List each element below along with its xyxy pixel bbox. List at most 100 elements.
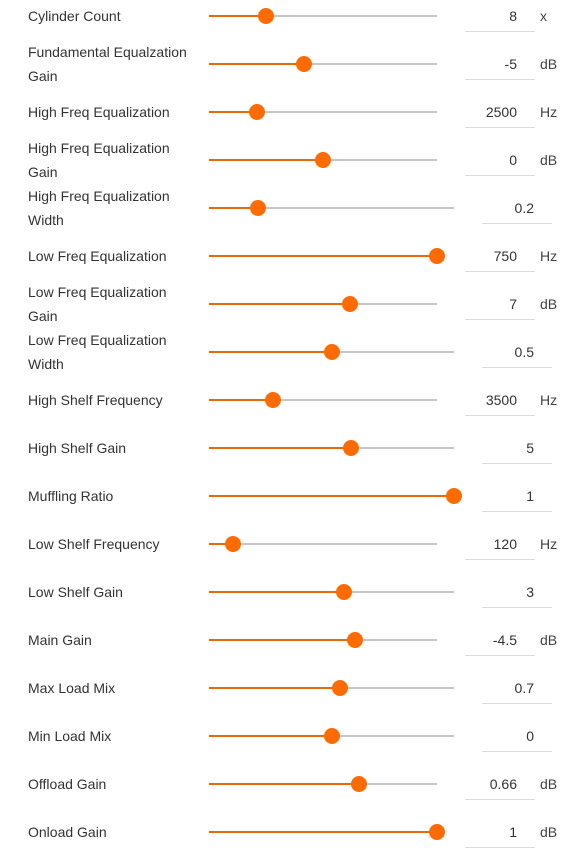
slider-track[interactable] [209, 56, 437, 72]
slider-fill [209, 447, 352, 449]
control-row-max-load-mix: Max Load Mix [0, 664, 581, 712]
value-field[interactable] [465, 288, 535, 320]
value-field[interactable] [465, 768, 535, 800]
value-field[interactable] [482, 720, 552, 752]
control-label: Low Shelf Frequency [28, 536, 160, 552]
slider-thumb[interactable] [446, 488, 462, 504]
control-row-high-shelf-frequency: High Shelf Frequency Hz [0, 376, 581, 424]
value-field[interactable] [482, 432, 552, 464]
control-row-low-freq-equalization-gain: Low Freq Equalization Gain dB [0, 280, 581, 328]
slider-track[interactable] [209, 248, 445, 264]
slider-thumb[interactable] [315, 152, 331, 168]
control-row-high-freq-equalization: High Freq Equalization Hz [0, 88, 581, 136]
value-field[interactable] [465, 384, 535, 416]
value-field[interactable] [465, 528, 535, 560]
value-field[interactable] [465, 816, 535, 848]
slider-fill [209, 831, 437, 833]
slider-thumb[interactable] [346, 632, 363, 648]
slider-thumb[interactable] [250, 200, 266, 216]
control-label: Main Gain [28, 632, 92, 648]
slider-track[interactable] [209, 536, 437, 552]
unit-label: Hz [540, 104, 558, 120]
slider-track[interactable] [209, 440, 454, 456]
slider-fill [209, 351, 332, 353]
value-field[interactable] [482, 336, 552, 368]
unit-label: dB [540, 296, 558, 312]
unit-label: Hz [540, 536, 558, 552]
control-label: High Freq Equalization [28, 104, 170, 120]
slider-fill [209, 207, 258, 209]
unit-label: Hz [540, 392, 558, 408]
slider-track[interactable] [209, 680, 454, 696]
slider-fill [209, 303, 351, 305]
control-label: Onload Gain [28, 824, 107, 840]
control-row-low-shelf-frequency: Low Shelf Frequency Hz [0, 520, 581, 568]
slider-track[interactable] [209, 344, 454, 360]
value-field[interactable] [482, 576, 552, 608]
slider-track[interactable] [209, 584, 454, 600]
slider-thumb[interactable] [323, 728, 340, 744]
slider-track[interactable] [209, 728, 454, 744]
slider-fill [209, 735, 332, 737]
control-label: High Shelf Gain [28, 440, 127, 456]
control-row-main-gain: Main Gain dB [0, 616, 581, 664]
control-label: Cylinder Count [28, 8, 121, 24]
slider-thumb[interactable] [295, 56, 312, 72]
control-label: Max Load Mix [28, 680, 116, 696]
value-field[interactable] [465, 96, 535, 128]
control-label: Muffling Ratio [28, 488, 114, 504]
control-label: High Freq Equalization Width [28, 188, 170, 228]
slider-thumb[interactable] [323, 344, 340, 360]
value-field[interactable] [465, 48, 535, 80]
slider-track[interactable] [209, 632, 437, 648]
unit-label: x [540, 8, 547, 24]
slider-thumb[interactable] [264, 392, 281, 408]
value-field[interactable] [465, 144, 535, 176]
slider-fill [209, 543, 233, 545]
slider-fill [209, 639, 355, 641]
unit-label: Hz [540, 248, 558, 264]
slider-track[interactable] [209, 392, 437, 408]
control-label: High Freq Equalization Gain [28, 140, 170, 180]
value-field[interactable] [465, 240, 535, 272]
control-row-high-freq-equalization-gain: High Freq Equalization Gain dB [0, 136, 581, 184]
slider-thumb[interactable] [342, 296, 359, 312]
slider-track[interactable] [209, 8, 437, 24]
control-label: Fundamental Equalzation Gain [28, 44, 187, 84]
control-label: Min Load Mix [28, 728, 112, 744]
slider-thumb[interactable] [429, 824, 445, 840]
slider-fill [209, 159, 323, 161]
slider-track[interactable] [209, 104, 437, 120]
slider-thumb[interactable] [332, 680, 349, 696]
control-row-onload-gain: Onload Gain dB [0, 808, 581, 856]
slider-track[interactable] [209, 152, 437, 168]
slider-thumb[interactable] [248, 104, 265, 120]
value-field[interactable] [482, 192, 552, 224]
slider-track[interactable] [209, 200, 454, 216]
slider-thumb[interactable] [429, 248, 445, 264]
slider-thumb[interactable] [351, 776, 368, 792]
unit-label: dB [540, 824, 558, 840]
value-field[interactable] [482, 672, 552, 704]
slider-thumb[interactable] [258, 8, 274, 24]
control-label: Low Freq Equalization [28, 248, 167, 264]
slider-thumb[interactable] [335, 584, 352, 600]
control-row-low-shelf-gain: Low Shelf Gain [0, 568, 581, 616]
unit-label: dB [540, 776, 558, 792]
value-field[interactable] [482, 480, 552, 512]
slider-track[interactable] [209, 296, 437, 312]
slider-thumb[interactable] [224, 536, 241, 552]
control-row-high-shelf-gain: High Shelf Gain [0, 424, 581, 472]
slider-track[interactable] [209, 824, 445, 840]
slider-fill [209, 111, 257, 113]
value-field[interactable] [465, 0, 535, 32]
slider-track[interactable] [209, 776, 437, 792]
value-field[interactable] [465, 624, 535, 656]
slider-thumb[interactable] [343, 440, 360, 456]
slider-track[interactable] [209, 488, 462, 504]
unit-label: dB [540, 56, 558, 72]
control-row-offload-gain: Offload Gain dB [0, 760, 581, 808]
control-label: Low Shelf Gain [28, 584, 123, 600]
control-row-min-load-mix: Min Load Mix [0, 712, 581, 760]
control-label: High Shelf Frequency [28, 392, 163, 408]
